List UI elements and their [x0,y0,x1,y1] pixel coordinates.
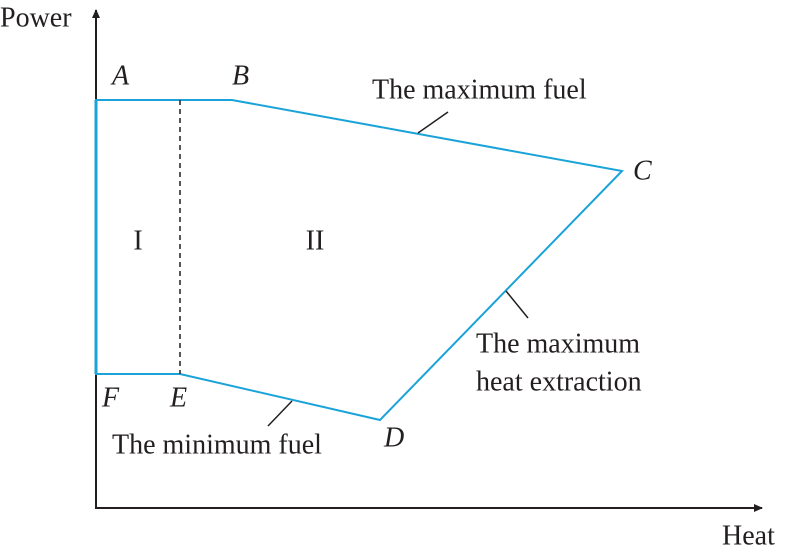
annotation: The maximum fuel [372,74,587,105]
point-label: C [633,155,652,186]
region-label: I [133,225,142,256]
leader-line [417,111,449,134]
annotation: The minimum fuel [112,429,322,460]
region-label: II [306,225,325,256]
point-label: D [383,422,404,453]
point-label: A [110,60,130,91]
annotation: The maximum [476,328,640,359]
annotation: heat extraction [476,366,642,397]
point-label: B [232,60,249,91]
leader-line [267,400,293,427]
point-label: E [169,382,187,413]
leader-line [505,290,529,319]
x-axis-label: Heat [722,520,775,551]
point-label: F [101,382,120,413]
y-axis-label: Power [0,2,72,33]
